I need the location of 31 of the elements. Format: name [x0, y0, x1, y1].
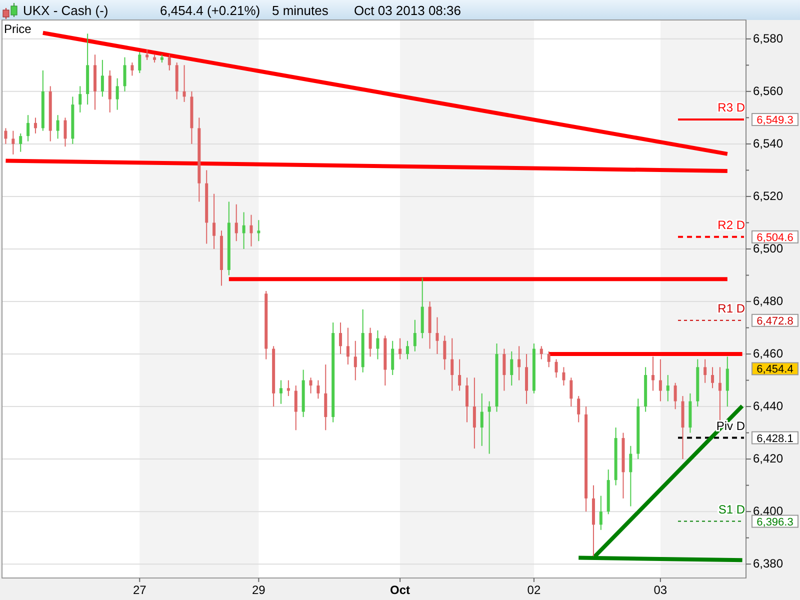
- x-tick-label: 03: [654, 583, 668, 597]
- text: 6,549.3: [756, 114, 794, 127]
- chart-title: UKX - Cash (-): [23, 3, 108, 18]
- y-tick-label: 6,460: [753, 346, 784, 361]
- text: 6,454.4: [756, 364, 794, 376]
- y-tick-label: 6,380: [753, 556, 784, 571]
- y-tick-label: 6,440: [753, 399, 784, 414]
- y-tick-label: 6,540: [753, 136, 784, 150]
- ref-line-label: R3 D: [718, 100, 746, 115]
- text: 6,472.8: [756, 315, 794, 328]
- text: 6,428.1: [756, 432, 794, 445]
- x-tick-label: 29: [252, 583, 266, 597]
- x-tick-label: 02: [527, 583, 541, 597]
- x-tick-label: Oct: [390, 583, 410, 597]
- x-tick-label: 27: [132, 583, 147, 597]
- y-tick-label: 6,480: [753, 294, 784, 308]
- y-tick-label: 6,560: [753, 84, 784, 98]
- y-tick-label: 6,400: [753, 504, 784, 518]
- y-tick-label: 6,580: [753, 31, 784, 46]
- y-tick-label: 6,520: [753, 188, 784, 203]
- text: Oct 03 2013 08:36: [354, 3, 461, 18]
- ref-line-label: R2 D: [718, 218, 746, 232]
- y-axis-title: Price: [4, 22, 32, 36]
- ref-line-label: S1 D: [718, 502, 746, 516]
- y-tick-label: 6,420: [753, 452, 784, 466]
- chart-subtitle: 6,454.4 (+0.21%): [160, 3, 260, 18]
- ref-line-label: R1 D: [718, 301, 746, 316]
- text: 6,504.6: [756, 232, 794, 244]
- y-tick-label: 6,500: [753, 241, 784, 256]
- text: 6,396.3: [756, 516, 794, 528]
- text: 5 minutes: [272, 3, 329, 18]
